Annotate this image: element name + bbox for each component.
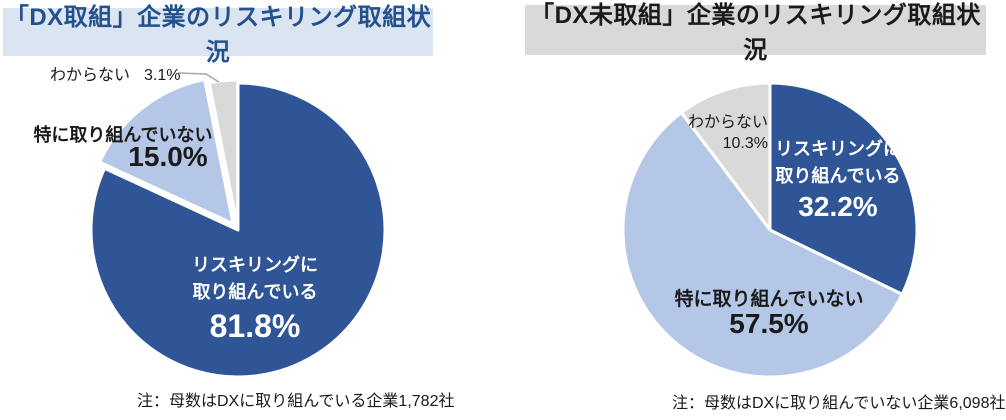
slice-label-reskilling-left: リスキリングに 取り組んでいる xyxy=(153,252,357,306)
slice-pct-wakaranai-left: 3.1% xyxy=(144,67,181,84)
pie-slice-0 xyxy=(89,81,387,379)
callout-leader-line xyxy=(177,72,220,83)
slice-pct-reskilling-left: 81.8% xyxy=(209,308,301,344)
slice-label-wakaranai-right-text: わからない xyxy=(687,114,768,131)
slice-label-not-engaged-right: 特に取り組んでいない xyxy=(674,289,864,310)
slice-pct-not-engaged-right: 57.5% xyxy=(729,308,809,339)
chart-title-dx-not-engaged: 「DX未取組」企業のリスキリング取組状況 xyxy=(525,2,986,64)
slice-pct-not-engaged-left: 15.0% xyxy=(128,141,208,172)
slice-pct-reskilling-right: 32.2% xyxy=(798,191,878,222)
pie-slice-2 xyxy=(679,81,772,232)
slice-pct-wakaranai-right: 10.3% xyxy=(722,135,768,152)
slice-label-reskilling-right: リスキリングに 取り組んでいる xyxy=(738,136,938,190)
slice-label-not-engaged-left: 特に取り組んでいない xyxy=(33,125,213,145)
pie-slice-1 xyxy=(621,111,904,379)
footnote-right: 注：母数はDXに取り組んでいない企業6,098社 xyxy=(672,395,1006,412)
pie-chart-dx-not-engaged xyxy=(621,81,919,379)
slice-label-line1: リスキリングに xyxy=(775,139,901,159)
slice-label-line2: 取り組んでいる xyxy=(775,166,901,186)
slice-label-line2: 取り組んでいる xyxy=(192,282,318,302)
slice-label-wakaranai-left: わからない xyxy=(50,67,131,84)
slice-label-wakaranai-right: わからない 10.3% xyxy=(656,112,768,154)
pie-slice-1 xyxy=(98,78,235,226)
pie-slice-2 xyxy=(207,78,240,229)
chart-title-dx-engaged: 「DX取組」企業のリスキリング取組状況 xyxy=(3,4,433,66)
callout-wakaranai-left: わからない 3.1% xyxy=(50,61,180,85)
footnote-left: 注：母数はDXに取り組んでいる企業1,782社 xyxy=(137,393,455,410)
pie-slice-0 xyxy=(768,81,919,296)
slice-label-line1: リスキリングに xyxy=(192,255,318,275)
pie-chart-dx-engaged xyxy=(89,72,387,379)
